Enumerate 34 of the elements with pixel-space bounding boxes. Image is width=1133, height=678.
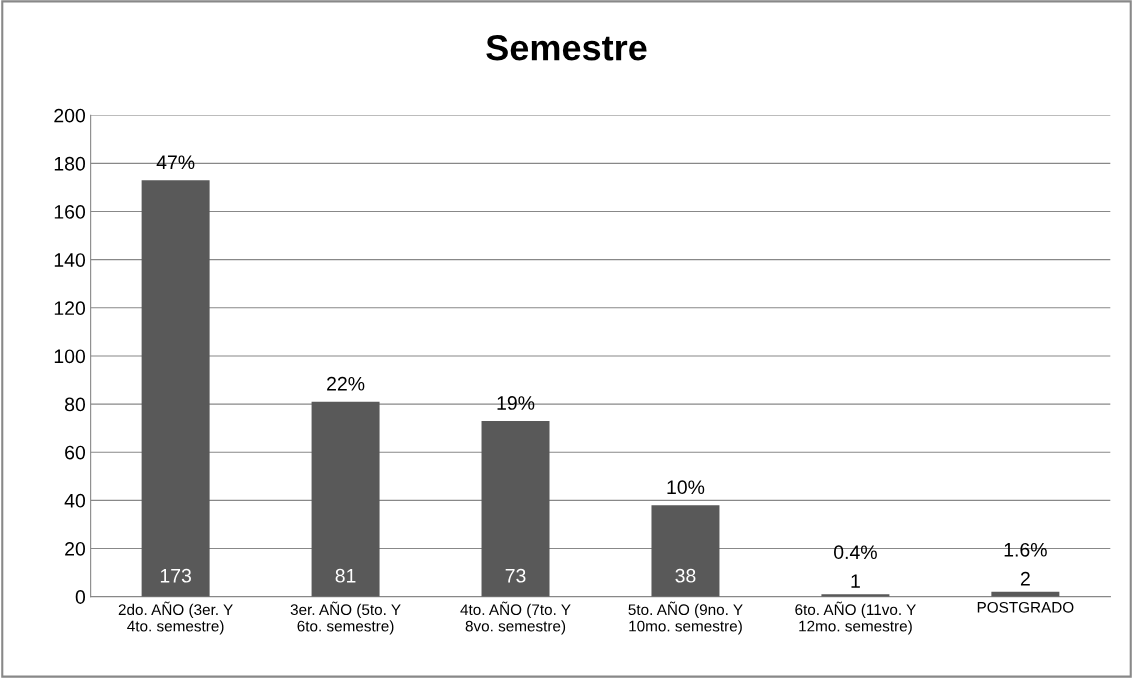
x-tick-label: 4to. AÑO (7to. Y 8vo. semestre): [460, 601, 571, 635]
annotation: 0.4%: [834, 545, 877, 560]
annotation: 47%: [156, 155, 195, 170]
bar: [481, 420, 550, 597]
x-tick-label: 6to. AÑO (11vo. Y 12mo. semestre): [795, 601, 916, 635]
bar: [311, 401, 380, 597]
y-tick-label: 160: [54, 205, 86, 219]
data-label: 38: [675, 568, 696, 583]
y-tick-label: 40: [64, 493, 86, 508]
y-tick-label: 120: [54, 301, 86, 316]
annotation: 19%: [497, 396, 535, 410]
annotation: 1.6%: [1004, 542, 1047, 557]
data-label: 173: [160, 568, 191, 583]
x-tick-label: 2do. AÑO (3er. Y 4to. semestre): [118, 601, 233, 635]
y-tick-label: 180: [54, 156, 86, 171]
data-label: 73: [505, 568, 526, 583]
data-label: 81: [335, 568, 356, 583]
y-tick-label: 60: [65, 445, 86, 460]
y-tick-label: 0: [75, 590, 86, 604]
data-label: 2: [1020, 571, 1030, 586]
y-tick-label: 20: [65, 541, 86, 556]
y-tick-label: 200: [54, 108, 86, 123]
x-tick-label: POSTGRADO: [977, 601, 1074, 613]
bar: [141, 180, 210, 597]
chart-title: Semestre: [486, 34, 647, 61]
annotation: 22%: [327, 376, 365, 391]
annotation: 10%: [667, 480, 705, 495]
y-tick-label: 80: [65, 397, 86, 412]
bar: [651, 505, 720, 597]
x-tick-label: 5to. AÑO (9no. Y 10mo. semestre): [628, 601, 743, 635]
y-tick-label: 100: [54, 349, 86, 364]
data-label: 1: [851, 574, 860, 588]
y-tick-label: 140: [54, 253, 86, 267]
x-tick-label: 3er. AÑO (5to. Y 6to. semestre): [290, 601, 401, 635]
